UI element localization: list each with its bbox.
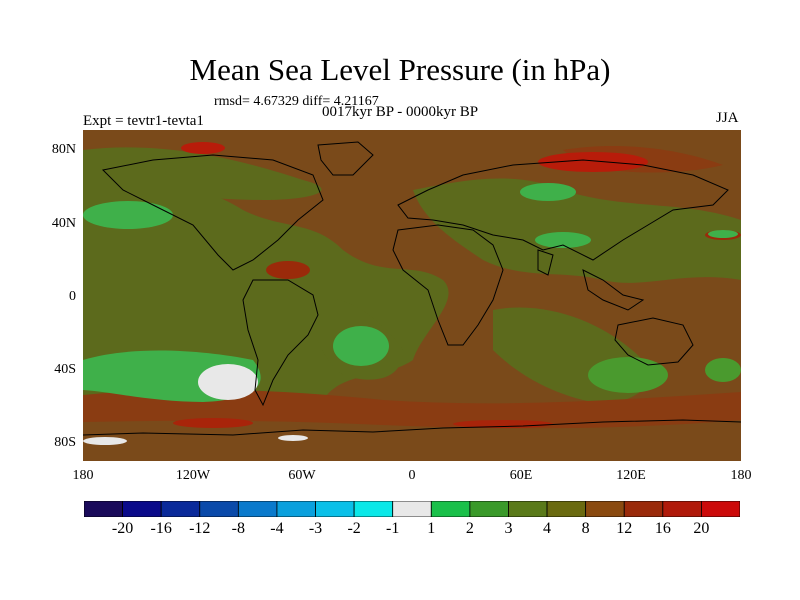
colorbar-label: 12: [616, 520, 633, 537]
colorbar-label: -3: [308, 520, 323, 537]
lon-label-120e: 120E: [616, 468, 646, 483]
colorbar-cell: [160, 501, 201, 517]
red-areas: [173, 142, 741, 428]
colorbar-label: 2: [465, 520, 474, 537]
lon-label-0: 0: [408, 468, 416, 483]
lon-label-180w: 180: [72, 468, 94, 483]
experiment-label: Expt = tevtr1-tevta1: [83, 113, 204, 129]
lon-label-120w: 120W: [175, 468, 211, 483]
colorbar-cell: [199, 501, 239, 517]
colorbar-label: 3: [504, 520, 513, 537]
colorbar-label: 8: [581, 520, 590, 537]
colorbar-label: 20: [693, 520, 710, 537]
colorbar-label: 1: [427, 520, 436, 537]
colorbar-cell: [701, 501, 740, 517]
colorbar-cell: [353, 501, 394, 517]
lat-label-eq: 0: [69, 289, 76, 304]
colorbar-cell: [122, 501, 162, 517]
colorbar-cell: [315, 501, 355, 517]
colorbar-cell: [430, 501, 471, 517]
coastlines: [83, 141, 741, 436]
period-label: 0017kyr BP - 0000kyr BP: [322, 104, 479, 120]
lat-label-80n: 80N: [51, 142, 76, 157]
colorbar-label: -16: [150, 520, 172, 537]
colorbar-label: -2: [347, 520, 361, 537]
lat-label-40s: 40S: [54, 362, 76, 377]
lon-label-180e: 180: [730, 468, 752, 483]
colorbar-label: -4: [270, 520, 284, 537]
colorbar-cell: [623, 501, 664, 517]
colorbar: [84, 501, 740, 517]
colorbar-label: -1: [386, 520, 400, 537]
colorbar-cell: [508, 501, 548, 517]
lon-label-60e: 60E: [509, 468, 533, 483]
colorbar-cells: [84, 501, 740, 517]
colorbar-cell: [84, 501, 123, 517]
colorbar-cell: [276, 501, 316, 517]
colorbar-label: 16: [654, 520, 671, 537]
colorbar-cell: [237, 501, 278, 517]
colorbar-label: -20: [111, 520, 134, 537]
colorbar-label: -8: [231, 520, 245, 537]
lat-label-80s: 80S: [54, 435, 76, 450]
white-patches: [83, 364, 308, 445]
colorbar-cell: [585, 501, 625, 517]
colorbar-label: 4: [543, 520, 552, 537]
pressure-map: [83, 130, 741, 461]
lon-label-60w: 60W: [288, 468, 316, 483]
colorbar-label: -12: [189, 520, 211, 537]
colorbar-cell: [392, 501, 432, 517]
lat-label-40n: 40N: [51, 216, 76, 231]
season-label: JJA: [716, 110, 739, 126]
stats-text: rmsd= 4.67329 diff= 4.21167: [214, 94, 379, 109]
colorbar-cell: [662, 501, 702, 517]
colorbar-cell: [469, 501, 509, 517]
chart-title: Mean Sea Level Pressure (in hPa): [189, 52, 611, 87]
colorbar-cell: [546, 501, 587, 517]
